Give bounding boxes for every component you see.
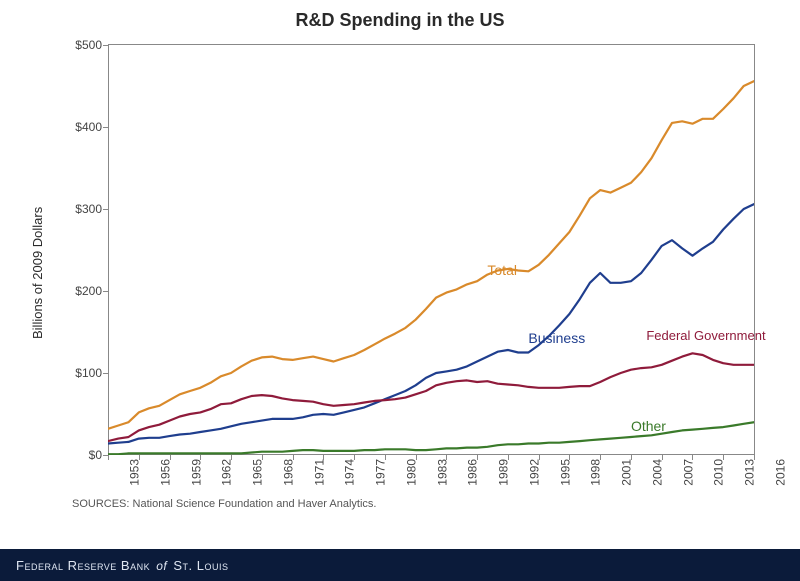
line-series-svg xyxy=(108,45,754,455)
x-tick-label: 1956 xyxy=(158,459,172,486)
x-tick-label: 1992 xyxy=(528,459,542,486)
x-tick-mark xyxy=(323,455,324,460)
x-tick-label: 1962 xyxy=(220,459,234,486)
footer-of: of xyxy=(156,559,167,573)
x-tick-label: 1965 xyxy=(251,459,265,486)
x-tick-mark xyxy=(662,455,663,460)
x-tick-mark xyxy=(508,455,509,460)
footer-bank: Federal Reserve Bank xyxy=(16,558,150,573)
footer-text: Federal Reserve Bank of St. Louis xyxy=(0,558,229,573)
x-tick-label: 1971 xyxy=(312,459,326,486)
x-tick-label: 2007 xyxy=(681,459,695,486)
x-tick-mark xyxy=(139,455,140,460)
y-tick-mark xyxy=(103,209,108,210)
x-tick-mark xyxy=(600,455,601,460)
y-axis-label: Billions of 2009 Dollars xyxy=(30,207,45,339)
x-tick-mark xyxy=(200,455,201,460)
x-tick-mark xyxy=(262,455,263,460)
y-tick-mark xyxy=(103,127,108,128)
x-tick-mark xyxy=(354,455,355,460)
footer-city: St. Louis xyxy=(173,558,228,573)
y-tick-mark xyxy=(103,291,108,292)
x-tick-label: 1986 xyxy=(466,459,480,486)
x-tick-mark xyxy=(569,455,570,460)
x-tick-label: 1989 xyxy=(497,459,511,486)
x-tick-label: 1974 xyxy=(343,459,357,486)
x-tick-mark xyxy=(385,455,386,460)
x-tick-label: 2001 xyxy=(620,459,634,486)
footer-bar: Federal Reserve Bank of St. Louis xyxy=(0,549,800,581)
x-tick-mark xyxy=(416,455,417,460)
x-tick-mark xyxy=(631,455,632,460)
chart-area: R&D Spending in the US Billions of 2009 … xyxy=(18,10,782,527)
y-tick-mark xyxy=(103,45,108,46)
series-business xyxy=(108,204,754,443)
x-tick-mark xyxy=(108,455,109,460)
plot-area: $0$100$200$300$400$500195319561959196219… xyxy=(108,44,755,455)
x-tick-label: 1953 xyxy=(128,459,142,486)
x-tick-mark xyxy=(723,455,724,460)
x-tick-mark xyxy=(477,455,478,460)
y-tick-mark xyxy=(103,373,108,374)
series-label-other: Other xyxy=(631,418,666,434)
x-tick-mark xyxy=(754,455,755,460)
chart-figure: R&D Spending in the US Billions of 2009 … xyxy=(0,0,800,581)
x-tick-mark xyxy=(293,455,294,460)
series-label-federal-government: Federal Government xyxy=(646,328,765,343)
x-tick-label: 1959 xyxy=(189,459,203,486)
x-tick-label: 1983 xyxy=(435,459,449,486)
x-tick-mark xyxy=(692,455,693,460)
x-tick-mark xyxy=(539,455,540,460)
x-tick-label: 1980 xyxy=(405,459,419,486)
x-tick-label: 1968 xyxy=(282,459,296,486)
series-label-total: Total xyxy=(487,262,517,278)
x-tick-label: 2013 xyxy=(743,459,757,486)
x-tick-mark xyxy=(231,455,232,460)
x-tick-label: 1998 xyxy=(589,459,603,486)
chart-title: R&D Spending in the US xyxy=(18,10,782,31)
x-tick-label: 2010 xyxy=(712,459,726,486)
x-tick-label: 2004 xyxy=(651,459,665,486)
x-tick-label: 2016 xyxy=(774,459,788,486)
x-tick-label: 1995 xyxy=(558,459,572,486)
x-tick-label: 1977 xyxy=(374,459,388,486)
source-note: SOURCES: National Science Foundation and… xyxy=(72,498,377,510)
x-tick-mark xyxy=(170,455,171,460)
series-label-business: Business xyxy=(528,330,585,346)
x-tick-mark xyxy=(446,455,447,460)
